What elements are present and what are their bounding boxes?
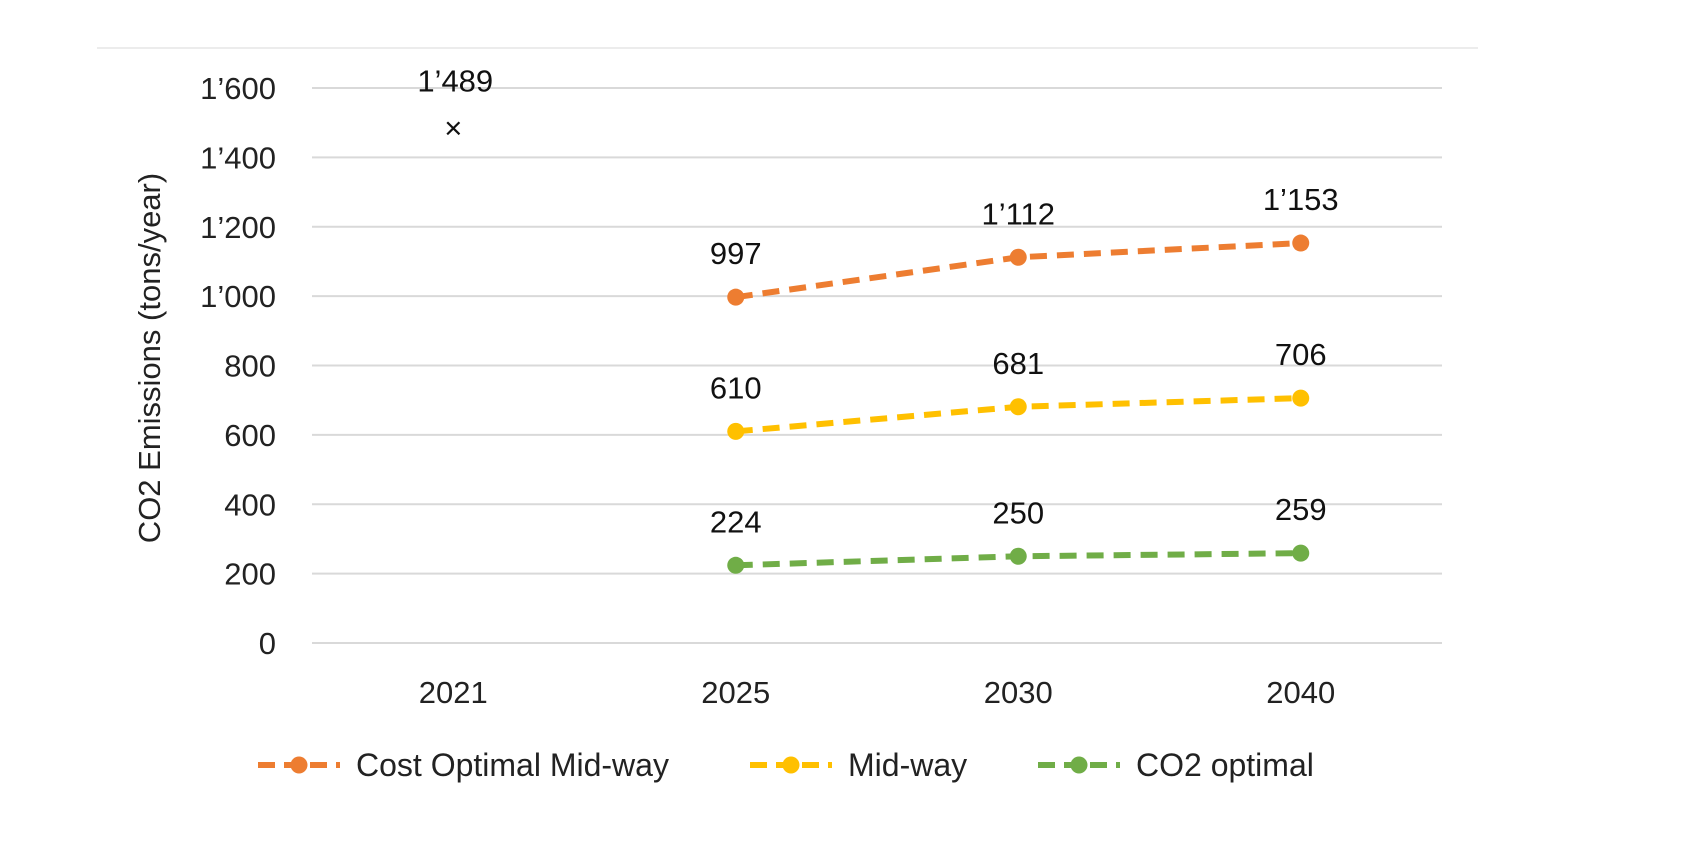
data-label: 250 [992,495,1044,530]
y-tick-label: 800 [224,349,276,384]
baseline-marker: × [444,111,462,146]
data-point [727,556,745,574]
gridlines [312,87,1442,644]
legend-swatch-marker [1070,756,1088,774]
y-tick-label: 1’000 [200,279,276,314]
y-axis-title: CO2 Emissions (tons/year) [132,173,167,543]
legend-label: CO2 optimal [1136,747,1314,783]
x-tick-label: 2021 [419,675,488,710]
y-tick-label: 1’600 [200,71,276,106]
baseline-point: × 1’489 [417,64,493,146]
y-tick-label: 400 [224,487,276,522]
series-cost-optimal-mid-way: 997 1’112 1’153 [710,182,1339,306]
legend-item: Cost Optimal Mid-way [258,747,669,783]
data-label: 706 [1275,337,1327,372]
data-point [727,288,745,306]
legend-item: Mid-way [750,747,967,783]
y-tick-label: 1’400 [200,140,276,175]
y-tick-label: 1’200 [200,210,276,245]
data-label: 997 [710,236,762,271]
data-label: 1’153 [1263,182,1339,217]
series-mid-way: 610 681 706 [710,337,1327,440]
data-label: 610 [710,370,762,405]
data-point [1292,234,1310,252]
legend-swatch-marker [290,756,308,774]
data-label: 681 [992,346,1044,381]
y-tick-label: 200 [224,557,276,592]
y-tick-label: 0 [259,626,276,661]
legend-label: Mid-way [848,747,967,783]
y-tick-label: 600 [224,418,276,453]
legend-label: Cost Optimal Mid-way [356,747,669,783]
x-tick-label: 2040 [1266,675,1335,710]
data-point [1292,389,1310,407]
y-axis-ticks: 0 200 400 600 800 1’000 1’200 1’400 1’600 [200,71,276,661]
series-co2-optimal: 224 250 259 [710,492,1327,574]
data-point [1009,248,1027,266]
x-axis-ticks: 2021 2025 2030 2040 [419,675,1335,710]
data-label: 259 [1275,492,1327,527]
x-tick-label: 2030 [984,675,1053,710]
baseline-data-label: 1’489 [417,64,493,99]
data-label: 1’112 [981,196,1055,231]
data-point [1009,547,1027,565]
legend-item: CO2 optimal [1038,747,1314,783]
data-label: 224 [710,504,762,539]
data-point [1009,398,1027,416]
series-group: 997 1’112 1’153 610 681 706 224 250 259 [710,182,1339,574]
x-tick-label: 2025 [701,675,770,710]
legend: Cost Optimal Mid-way Mid-way CO2 optimal [258,747,1314,783]
legend-swatch-marker [782,756,800,774]
data-point [727,422,745,440]
data-point [1292,544,1310,562]
